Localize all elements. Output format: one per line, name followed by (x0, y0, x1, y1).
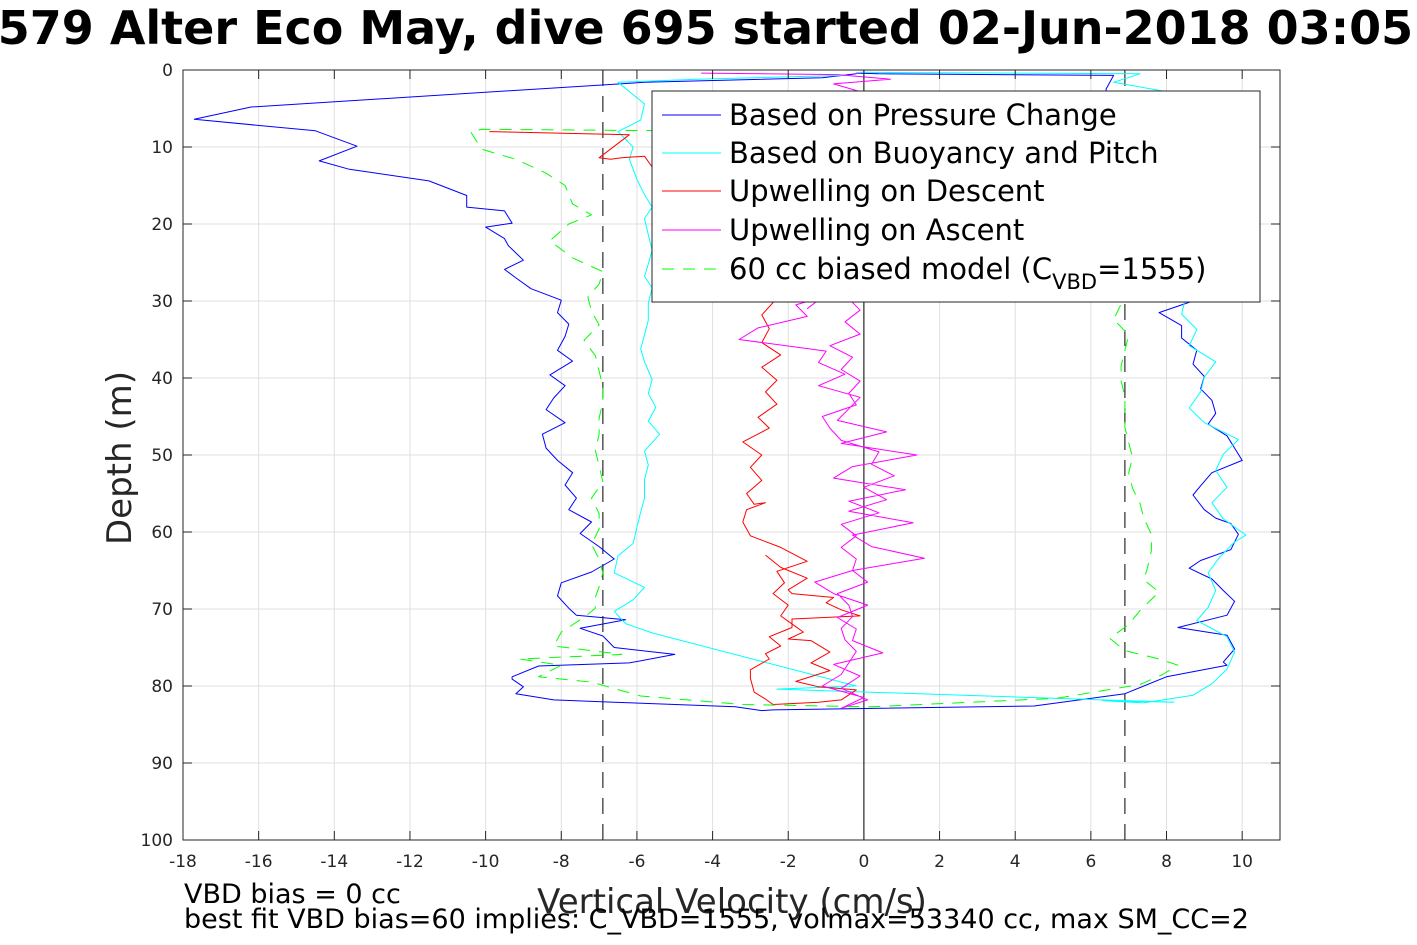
y-tick-label: 100 (141, 831, 173, 851)
y-axis-label: Depth (m) (100, 371, 140, 545)
x-tick-label: -4 (704, 852, 721, 872)
legend-item-pressure: Based on Pressure Change (662, 98, 1117, 132)
y-tick-label: 70 (151, 600, 173, 620)
note-vbd-bias: VBD bias = 0 cc (184, 879, 401, 910)
y-axis-ticks: 0 10 20 30 40 50 60 70 80 90 100 (141, 61, 1280, 851)
y-tick-label: 10 (151, 138, 173, 158)
x-tick-label: -12 (396, 852, 424, 872)
legend-label-upwelling-descent: Upwelling on Descent (729, 174, 1045, 208)
chart-title: SG579 Alter Eco May, dive 695 started 02… (0, 1, 1413, 55)
x-tick-label: -2 (780, 852, 797, 872)
x-tick-label: -10 (472, 852, 500, 872)
x-tick-label: 10 (1231, 852, 1253, 872)
y-tick-label: 40 (151, 369, 173, 389)
legend-item-upwelling-descent: Upwelling on Descent (662, 174, 1045, 208)
x-axis-label: Vertical Velocity (cm/s) (537, 882, 927, 922)
series-line-pressure (193, 72, 1243, 712)
y-tick-label: 0 (162, 61, 173, 81)
legend-label-upwelling-ascent: Upwelling on Ascent (729, 213, 1024, 247)
x-tick-label: 0 (858, 852, 869, 872)
legend-model-suffix: =1555) (1097, 252, 1206, 286)
legend-model-prefix: 60 cc biased model (C (729, 252, 1052, 286)
note-best-fit: best fit VBD bias=60 implies: C_VBD=1555… (184, 904, 1249, 935)
y-tick-label: 50 (151, 446, 173, 466)
x-tick-label: 8 (1161, 852, 1172, 872)
y-tick-label: 30 (151, 292, 173, 312)
y-tick-label: 20 (151, 215, 173, 235)
y-tick-label: 80 (151, 677, 173, 697)
x-tick-label: -18 (169, 852, 197, 872)
legend: Based on Pressure Change Based on Buoyan… (651, 90, 1261, 303)
x-tick-label: 6 (1085, 852, 1096, 872)
legend-model-subscript: VBD (1052, 270, 1097, 294)
legend-item-upwelling-ascent: Upwelling on Ascent (662, 213, 1024, 247)
y-tick-label: 60 (151, 523, 173, 543)
x-axis-ticks: -18 -16 -14 -12 -10 -8 -6 -4 -2 0 2 4 6 8 10 (169, 70, 1253, 872)
x-tick-label: 4 (1010, 852, 1021, 872)
y-tick-label: 90 (151, 754, 173, 774)
legend-item-buoyancy: Based on Buoyancy and Pitch (662, 136, 1159, 170)
legend-box (651, 90, 1261, 303)
x-tick-label: 2 (934, 852, 945, 872)
x-tick-label: -8 (553, 852, 570, 872)
legend-item-model: 60 cc biased model (CVBD=1555) (662, 252, 1207, 294)
x-tick-label: -14 (320, 852, 348, 872)
legend-label-model: 60 cc biased model (CVBD=1555) (729, 252, 1207, 294)
legend-label-buoyancy: Based on Buoyancy and Pitch (729, 136, 1159, 170)
legend-label-pressure: Based on Pressure Change (729, 98, 1117, 132)
x-tick-label: -6 (628, 852, 645, 872)
x-tick-label: -16 (245, 852, 273, 872)
